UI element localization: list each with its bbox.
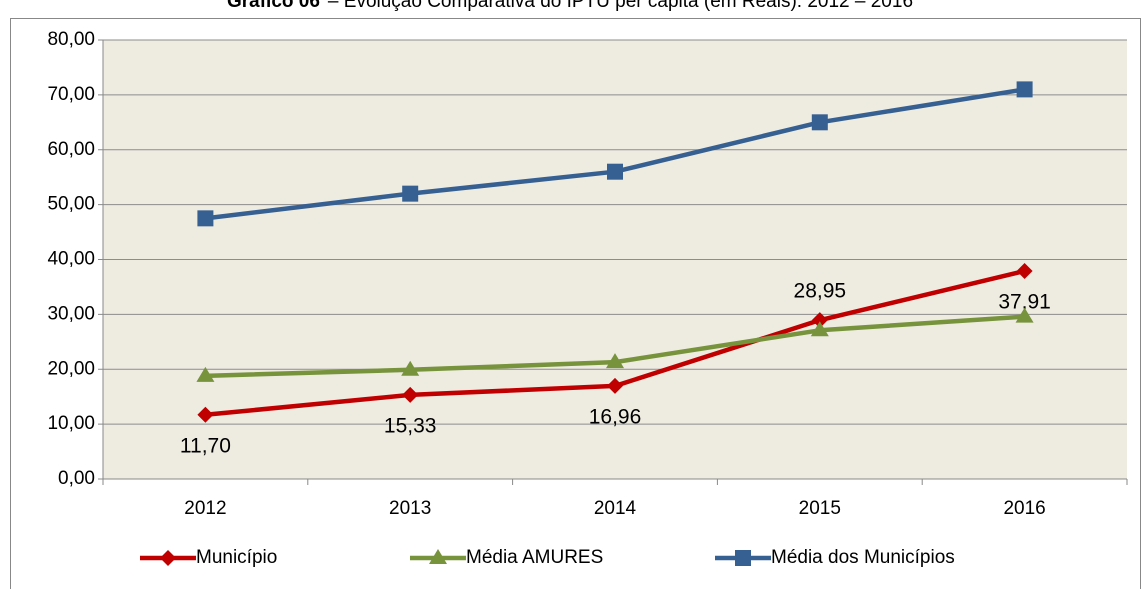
y-tick-label: 80,00 [47,29,95,50]
data-label: 16,96 [589,405,642,428]
x-tick-label: 2016 [1003,498,1045,519]
legend-label: Média dos Municípios [771,547,955,568]
marker-triangle [429,549,447,564]
legend-label: Média AMURES [466,547,603,568]
y-tick-label: 0,00 [58,468,95,489]
data-label: 28,95 [794,280,847,303]
marker-triangle [810,321,829,337]
marker-triangle [401,360,420,376]
y-tick-label: 50,00 [47,194,95,215]
y-tick-label: 10,00 [47,413,95,434]
marker-square [811,114,828,131]
data-label: 11,70 [180,434,231,457]
y-tick-label: 40,00 [47,249,95,270]
y-tick-label: 70,00 [47,84,95,105]
marker-square [197,210,214,227]
x-tick-label: 2014 [594,498,637,519]
x-tick-label: 2015 [799,498,841,519]
y-tick-label: 30,00 [47,303,95,324]
title-text: – Evolução Comparativa do IPTU per capit… [328,0,913,12]
marker-diamond [197,406,214,423]
marker-diamond [160,550,176,566]
chart-title: Gráfico 06 – Evolução Comparativa do IPTU… [227,0,913,12]
x-tick-label: 2013 [389,498,431,519]
legend-label: Município [196,547,277,568]
marker-square [1016,81,1033,98]
marker-diamond [1016,262,1033,279]
marker-triangle [606,353,624,369]
y-tick-label: 60,00 [47,139,95,160]
marker-diamond [811,312,828,329]
marker-square [402,185,419,202]
y-tick-label: 20,00 [47,358,95,379]
title-prefix: Gráfico 06 [227,0,320,12]
marker-triangle [196,366,215,382]
marker-diamond [402,386,419,403]
data-label: 15,33 [384,414,437,437]
marker-diamond [607,377,623,394]
marker-triangle [1015,307,1034,323]
marker-square [735,550,751,566]
marker-square [607,163,623,180]
x-tick-label: 2012 [184,498,226,519]
data-label: 37,91 [998,291,1051,314]
